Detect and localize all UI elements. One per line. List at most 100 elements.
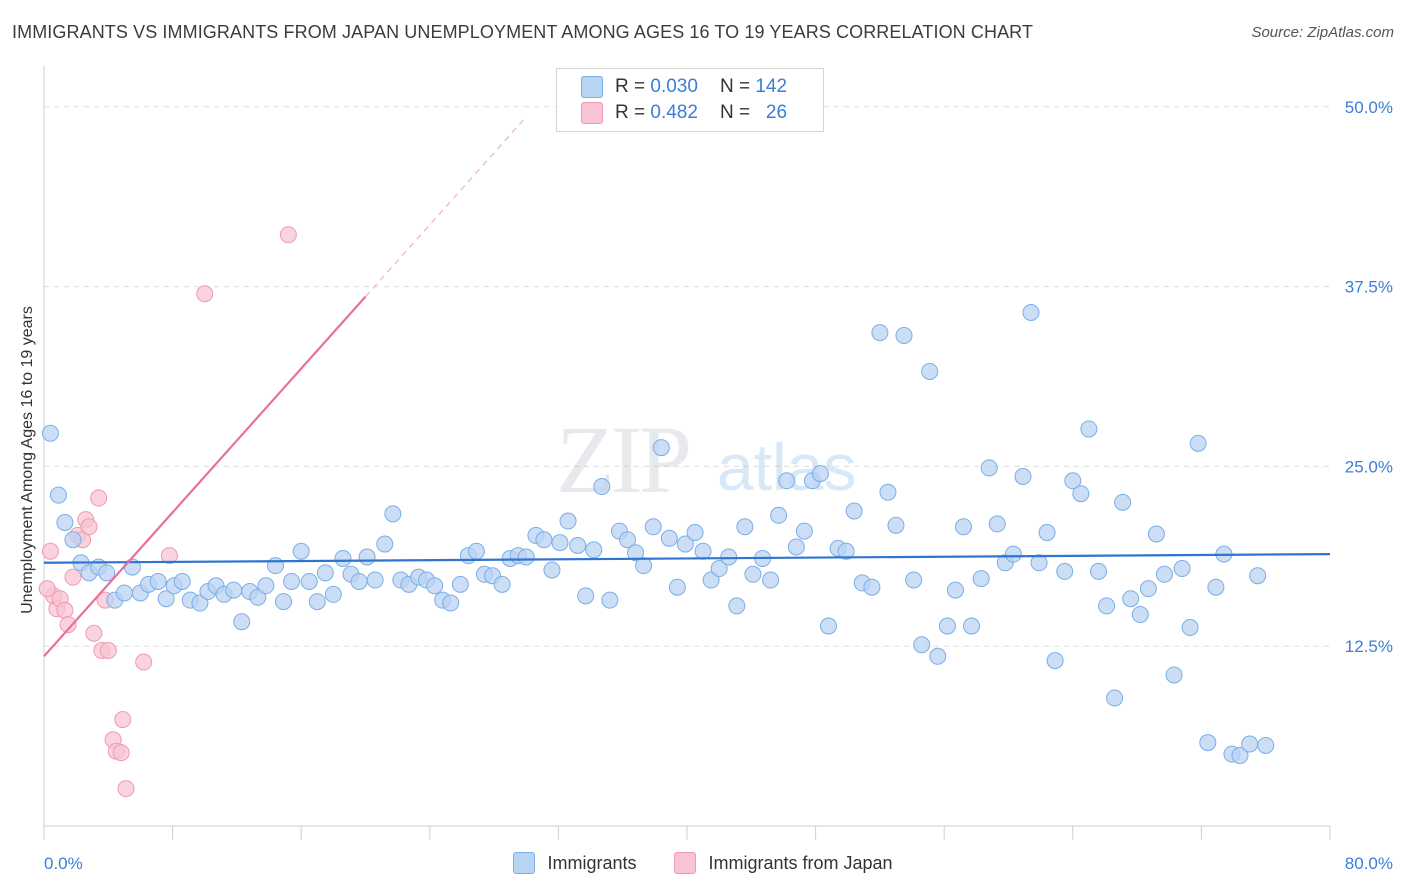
japan-point bbox=[80, 518, 98, 536]
immigrants-point bbox=[257, 577, 275, 595]
immigrants-point bbox=[225, 581, 243, 599]
legend-n-value: 26 bbox=[765, 102, 788, 123]
legend-label-japan: Immigrants from Japan bbox=[708, 852, 893, 873]
immigrants-point bbox=[1022, 303, 1040, 321]
immigrants-point bbox=[980, 459, 998, 477]
immigrants-point bbox=[191, 594, 209, 612]
grid-lines bbox=[44, 106, 1330, 647]
source-label: Source: ZipAtlas.com bbox=[1251, 24, 1394, 41]
legend-r-value: 0.482 bbox=[650, 102, 698, 123]
immigrants-point bbox=[1072, 485, 1090, 503]
japan-point bbox=[112, 744, 130, 762]
immigrants-point bbox=[157, 590, 175, 608]
immigrants-point bbox=[1147, 525, 1165, 543]
legend-row-japan: R = 0.482 N = 26 bbox=[581, 101, 787, 125]
japan-point bbox=[85, 624, 103, 642]
immigrants-point bbox=[442, 594, 460, 612]
immigrants-point bbox=[1080, 420, 1098, 438]
immigrants-point bbox=[845, 502, 863, 520]
immigrants-point bbox=[1004, 545, 1022, 563]
immigrants-point bbox=[350, 572, 368, 590]
immigrants-point bbox=[173, 572, 191, 590]
immigrants-point bbox=[559, 512, 577, 530]
x-tick-label: 80.0% bbox=[1345, 854, 1393, 873]
immigrants-point bbox=[811, 465, 829, 483]
immigrants-point bbox=[770, 506, 788, 524]
immigrants-point bbox=[1114, 493, 1132, 511]
japan-point bbox=[135, 653, 153, 671]
immigrants-point bbox=[710, 560, 728, 578]
immigrants-point bbox=[1155, 565, 1173, 583]
immigrants-point bbox=[467, 542, 485, 560]
immigrants-point bbox=[316, 564, 334, 582]
immigrants-point bbox=[300, 572, 318, 590]
immigrants-point bbox=[963, 617, 981, 635]
legend-item-japan: Immigrants from Japan bbox=[674, 852, 893, 874]
immigrants-point bbox=[929, 647, 947, 665]
immigrants-point bbox=[1014, 467, 1032, 485]
immigrants-point bbox=[1257, 736, 1275, 754]
immigrants-point bbox=[887, 516, 905, 534]
immigrants-point bbox=[266, 557, 284, 575]
legend-n-label: N = bbox=[719, 76, 751, 97]
immigrants-point bbox=[619, 531, 637, 549]
watermark: ZIP atlas bbox=[556, 406, 856, 513]
immigrants-point bbox=[1173, 560, 1191, 578]
y-tick-label: 25.0% bbox=[1345, 457, 1393, 476]
immigrants-point bbox=[1139, 580, 1157, 598]
immigrants-point bbox=[954, 518, 972, 536]
immigrants-point bbox=[837, 542, 855, 560]
immigrants-point bbox=[1231, 747, 1249, 765]
immigrants-point bbox=[585, 541, 603, 559]
immigrants-point bbox=[115, 584, 133, 602]
immigrants-point bbox=[283, 572, 301, 590]
immigrants-point bbox=[819, 617, 837, 635]
immigrants-point bbox=[762, 571, 780, 589]
immigrants-point bbox=[895, 326, 913, 344]
trend-lines bbox=[43, 116, 1331, 657]
immigrants-point bbox=[275, 593, 293, 611]
immigrants-point bbox=[921, 362, 939, 380]
immigrants-point bbox=[720, 548, 738, 566]
immigrants-point bbox=[686, 524, 704, 542]
immigrants-point bbox=[728, 597, 746, 615]
immigrants-point bbox=[49, 486, 67, 504]
immigrants-point bbox=[308, 593, 326, 611]
japan-trend-line bbox=[43, 295, 367, 657]
japan-point bbox=[59, 616, 77, 634]
japan-point bbox=[56, 601, 74, 619]
immigrants-point bbox=[1098, 597, 1116, 615]
immigrants-point bbox=[652, 439, 670, 457]
immigrants-point bbox=[660, 529, 678, 547]
immigrants-point bbox=[1056, 562, 1074, 580]
immigrants-point bbox=[988, 515, 1006, 533]
immigrants-point bbox=[1030, 554, 1048, 572]
immigrants-point bbox=[426, 577, 444, 595]
immigrants-point bbox=[41, 424, 59, 442]
japan-point bbox=[90, 489, 108, 507]
immigrants-point bbox=[795, 522, 813, 540]
immigrants-point bbox=[744, 565, 762, 583]
legend-swatch-blue bbox=[581, 76, 603, 98]
tick-labels: 12.5% 25.0% 37.5% 50.0% 0.0% 80.0% bbox=[44, 98, 1393, 873]
legend-swatch-blue bbox=[513, 852, 536, 874]
immigrants-point bbox=[1064, 472, 1082, 490]
immigrants-point bbox=[627, 544, 645, 562]
legend-r-value: 0.030 bbox=[650, 76, 698, 97]
japan-point bbox=[279, 226, 297, 244]
immigrants-point bbox=[233, 613, 251, 631]
immigrants-point bbox=[702, 571, 720, 589]
correlation-legend: R = 0.030 N = 142 R = 0.482 N = 26 bbox=[556, 68, 824, 132]
immigrants-point bbox=[736, 518, 754, 536]
chart-title: IMMIGRANTS VS IMMIGRANTS FROM JAPAN UNEM… bbox=[12, 22, 1034, 42]
immigrants-point bbox=[635, 557, 653, 575]
immigrants-point bbox=[1131, 606, 1149, 624]
immigrants-point bbox=[376, 535, 394, 553]
immigrants-point bbox=[1181, 618, 1199, 636]
japan-trend-extension bbox=[365, 116, 527, 298]
immigrants-point bbox=[1038, 524, 1056, 542]
immigrants-point bbox=[1199, 734, 1217, 752]
immigrants-point bbox=[778, 472, 796, 490]
immigrants-points bbox=[41, 303, 1275, 765]
